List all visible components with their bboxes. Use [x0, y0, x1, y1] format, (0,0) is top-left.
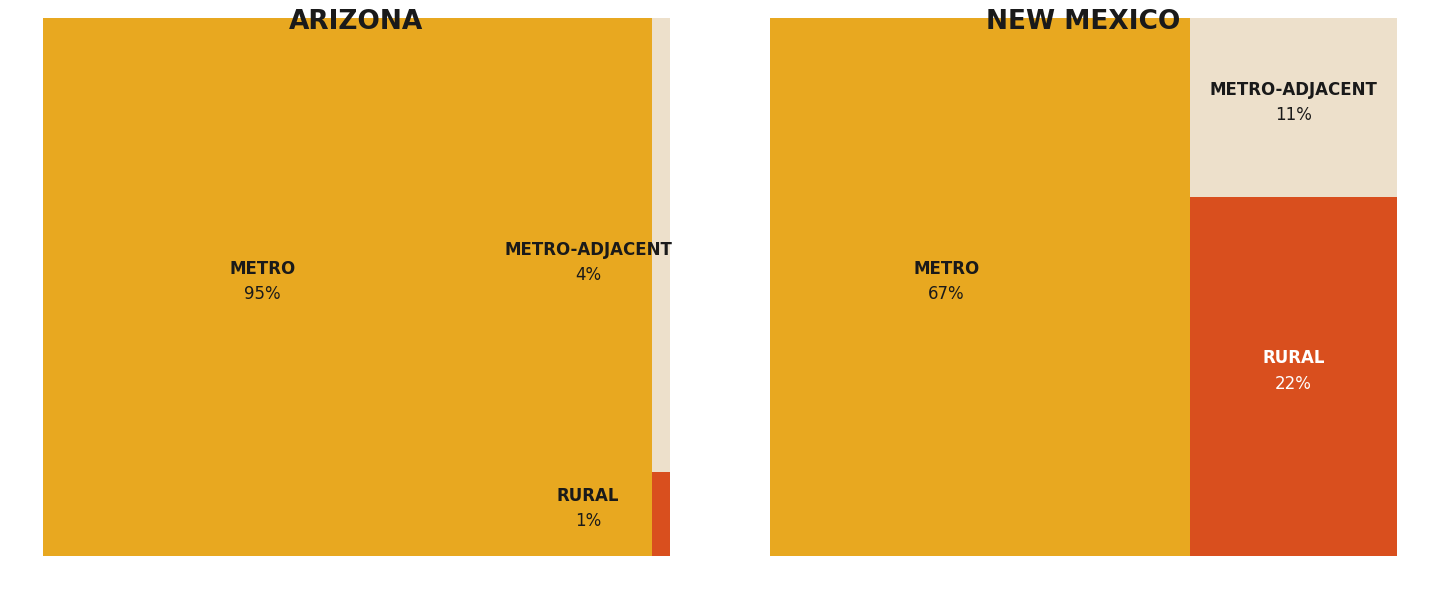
Bar	[1189, 18, 1397, 197]
Text: NEW MEXICO: NEW MEXICO	[986, 9, 1181, 35]
Bar	[770, 18, 1189, 556]
Text: 1%: 1%	[575, 512, 602, 530]
Text: METRO: METRO	[229, 260, 295, 278]
Bar	[652, 472, 670, 556]
Bar	[43, 18, 652, 556]
Text: RURAL: RURAL	[1263, 349, 1325, 367]
Bar	[1189, 197, 1397, 556]
Text: METRO-ADJACENT: METRO-ADJACENT	[1210, 80, 1378, 98]
Text: METRO: METRO	[913, 260, 979, 278]
Text: RURAL: RURAL	[557, 487, 619, 505]
Text: 95%: 95%	[243, 285, 281, 303]
Text: 11%: 11%	[1274, 106, 1312, 124]
Text: 67%: 67%	[929, 285, 965, 303]
Text: METRO-ADJACENT: METRO-ADJACENT	[504, 241, 672, 259]
Text: 22%: 22%	[1274, 374, 1312, 393]
Text: 4%: 4%	[575, 266, 600, 284]
Text: ARIZONA: ARIZONA	[289, 9, 423, 35]
Bar	[652, 18, 670, 472]
